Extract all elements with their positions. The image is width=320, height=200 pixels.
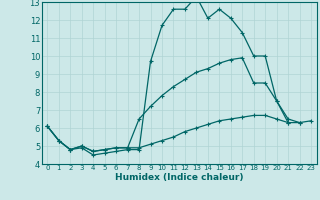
X-axis label: Humidex (Indice chaleur): Humidex (Indice chaleur)	[115, 173, 244, 182]
